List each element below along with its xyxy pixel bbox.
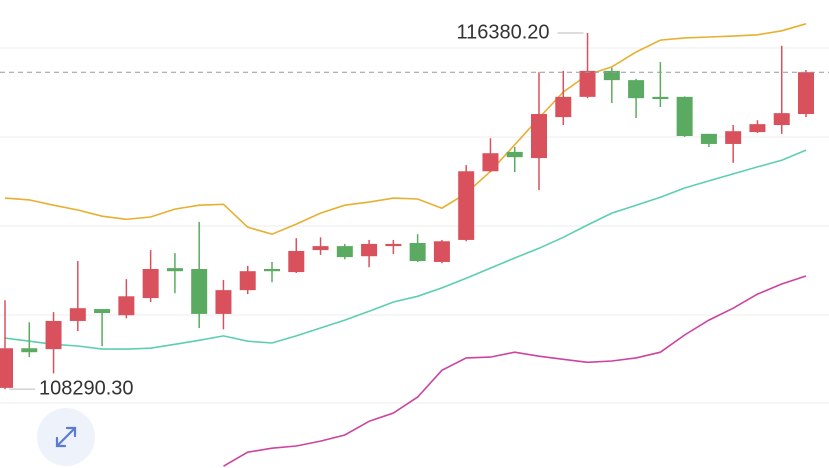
candle-body — [531, 114, 547, 159]
candle-body — [458, 171, 475, 240]
indicator-line — [223, 275, 807, 467]
candle-body — [361, 243, 378, 257]
candle-body — [21, 348, 38, 353]
candle-body — [700, 133, 717, 144]
indicator-line — [4, 149, 807, 350]
candle-body — [676, 96, 693, 137]
zoom-button[interactable] — [37, 408, 95, 466]
candle-body — [652, 96, 669, 100]
candle-body — [142, 269, 159, 299]
annotation-label: 108290.30 — [39, 377, 134, 399]
zoom-icon — [55, 426, 77, 448]
candle-body — [433, 241, 450, 262]
candle-body — [166, 268, 183, 272]
candle-body — [45, 320, 62, 350]
candle-body — [94, 309, 111, 314]
candle-body — [749, 124, 766, 133]
candle-body — [312, 246, 329, 251]
candle-body — [482, 153, 499, 172]
indicator-line — [4, 23, 807, 236]
candle-body — [798, 72, 814, 115]
candle-body — [555, 96, 572, 118]
candle-body — [0, 348, 13, 388]
candle-body — [69, 308, 86, 321]
candle-body — [579, 70, 596, 97]
candle-body — [628, 80, 645, 99]
candle-body — [264, 269, 280, 272]
candle-body — [409, 243, 426, 262]
candle-body — [385, 243, 402, 247]
candle-body — [118, 296, 135, 316]
candle-body — [506, 151, 523, 158]
candle-body — [773, 113, 790, 126]
candle-body — [215, 290, 232, 314]
candle-body — [239, 271, 256, 291]
candle-body — [603, 70, 620, 81]
candle-body — [191, 269, 208, 314]
candle-body — [336, 246, 353, 258]
candle-body — [288, 250, 305, 273]
candle-body — [725, 131, 742, 144]
annotation-label: 116380.20 — [456, 21, 549, 43]
